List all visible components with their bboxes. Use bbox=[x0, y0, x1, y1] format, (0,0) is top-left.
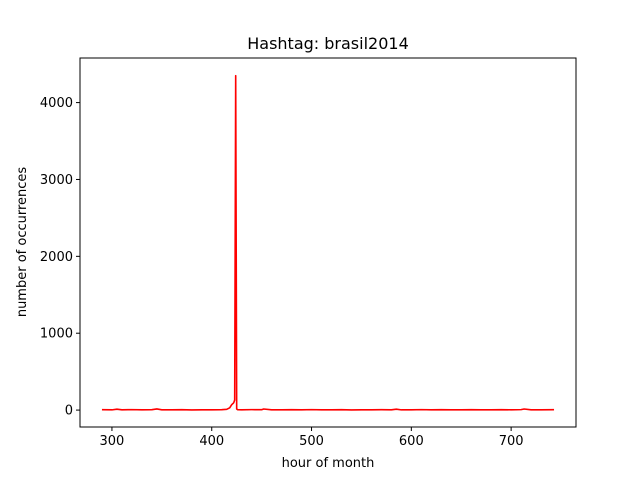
x-tick-label: 600 bbox=[399, 434, 424, 449]
y-tick-label: 0 bbox=[65, 404, 73, 419]
series-line-0 bbox=[101, 74, 555, 411]
y-tick-label: 1000 bbox=[40, 327, 73, 342]
plot-area: 300 400 500 600 700 0 1000 2000 3000 4000 bbox=[40, 57, 577, 449]
x-tick-label: 500 bbox=[299, 434, 324, 449]
y-axis-label: number of occurrences bbox=[15, 167, 30, 318]
y-tick-label: 4000 bbox=[40, 96, 73, 111]
x-tick-label: 700 bbox=[499, 434, 524, 449]
y-tick-label: 3000 bbox=[40, 173, 73, 188]
x-tick-label: 300 bbox=[100, 434, 125, 449]
y-tick-label: 2000 bbox=[40, 250, 73, 265]
axes-frame bbox=[79, 57, 577, 428]
x-axis-label: hour of month bbox=[282, 456, 375, 471]
chart-title: Hashtag: brasil2014 bbox=[247, 34, 409, 53]
x-tick-label: 400 bbox=[199, 434, 224, 449]
